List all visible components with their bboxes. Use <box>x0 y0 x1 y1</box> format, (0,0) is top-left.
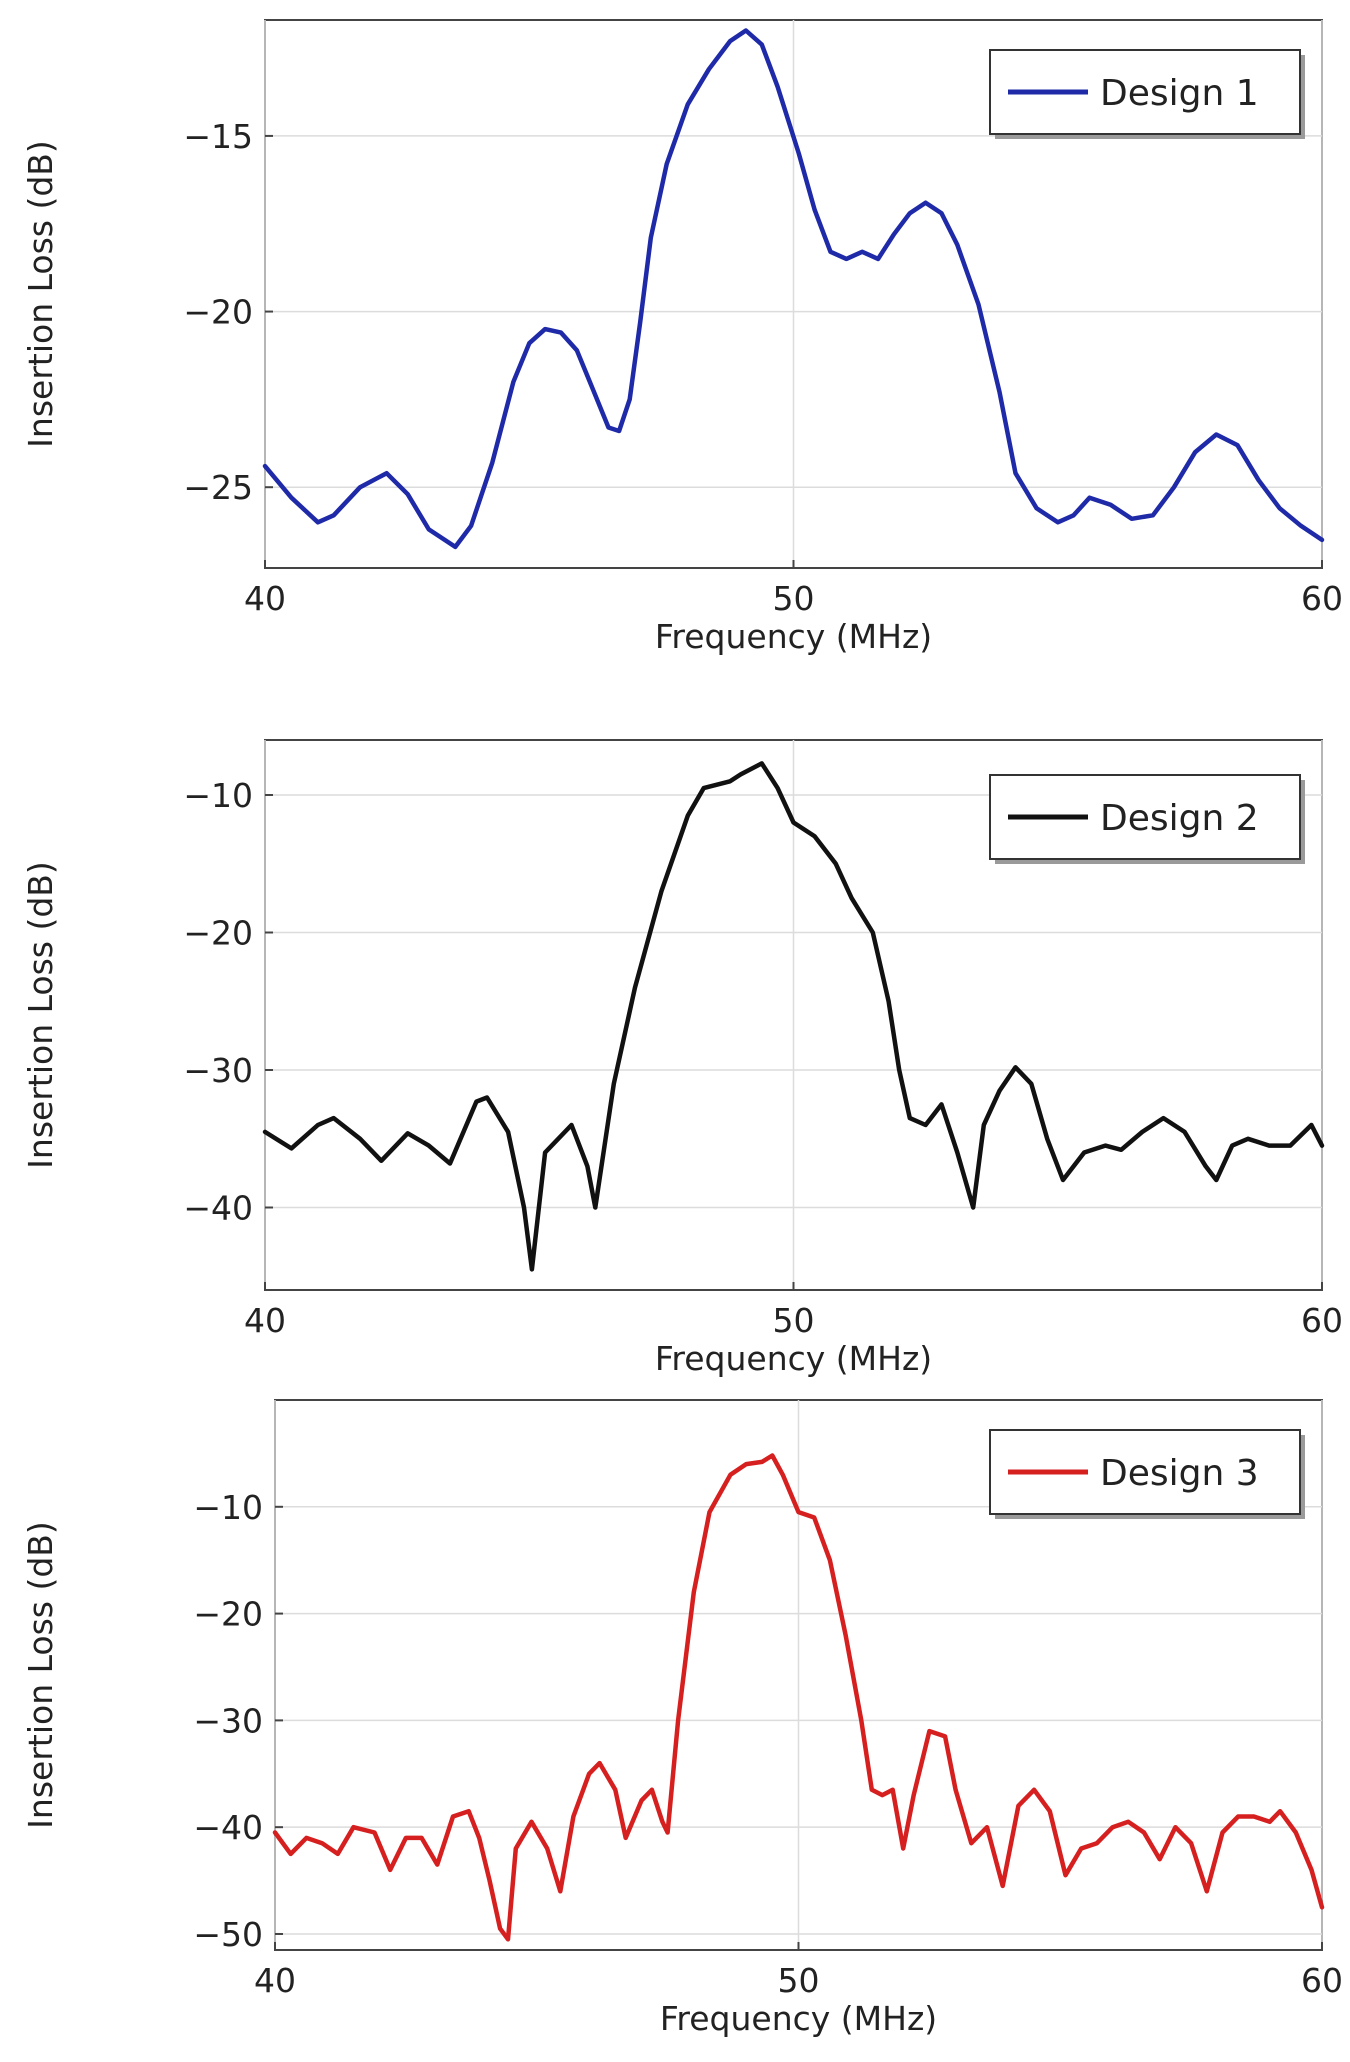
x-tick-label: 50 <box>778 1961 820 2000</box>
x-axis-title: Frequency (MHz) <box>660 1999 937 2038</box>
y-tick-label: −10 <box>183 776 253 815</box>
x-axis-title: Frequency (MHz) <box>655 617 932 656</box>
y-axis-title: Insertion Loss (dB) <box>21 140 60 448</box>
x-tick-label: 40 <box>254 1961 296 2000</box>
y-tick-label: −25 <box>183 468 253 507</box>
series-line-design-2 <box>262 761 1325 1272</box>
chart-design-1: 40 50 60 −15 −20 −25 Frequency (MHz) Insertion … <box>21 19 1343 656</box>
x-tick-label: 50 <box>773 579 815 618</box>
y-tick-label: −20 <box>183 293 253 332</box>
y-axis-title: Insertion Loss (dB) <box>21 861 60 1169</box>
legend-label: Design 2 <box>1100 798 1259 839</box>
legend: Design 3 <box>989 1429 1305 1519</box>
y-tick-label: −10 <box>193 1488 263 1527</box>
series-line-design-1 <box>262 28 1325 550</box>
legend-label: Design 3 <box>1100 1453 1259 1494</box>
x-tick-label: 40 <box>244 1301 286 1340</box>
x-tick-label: 40 <box>244 579 286 618</box>
legend: Design 1 <box>989 49 1305 139</box>
y-tick-label: −30 <box>193 1701 263 1740</box>
y-tick-label: −20 <box>193 1595 263 1634</box>
series-line-design-3 <box>272 1453 1325 1942</box>
x-tick-label: 60 <box>1301 1301 1343 1340</box>
y-tick-label: −20 <box>183 914 253 953</box>
legend-label: Design 1 <box>1100 73 1259 114</box>
y-axis-title: Insertion Loss (dB) <box>21 1521 60 1829</box>
y-tick-label: −15 <box>183 117 253 156</box>
chart-design-2: 40 50 60 −10 −20 −30 −40 Frequency (MHz) Inserti… <box>21 739 1343 1378</box>
x-tick-label: 60 <box>1301 1961 1343 2000</box>
legend: Design 2 <box>989 774 1305 864</box>
y-tick-label: −40 <box>193 1808 263 1847</box>
chart-design-3: 40 50 60 −10 −20 −30 −40 −50 Frequency (MHz) Inse… <box>21 1399 1343 2038</box>
y-tick-label: −40 <box>183 1189 253 1228</box>
y-tick-label: −50 <box>193 1915 263 1954</box>
y-tick-label: −30 <box>183 1051 253 1090</box>
x-axis-title: Frequency (MHz) <box>655 1339 932 1378</box>
x-tick-label: 50 <box>773 1301 815 1340</box>
x-tick-label: 60 <box>1301 579 1343 618</box>
